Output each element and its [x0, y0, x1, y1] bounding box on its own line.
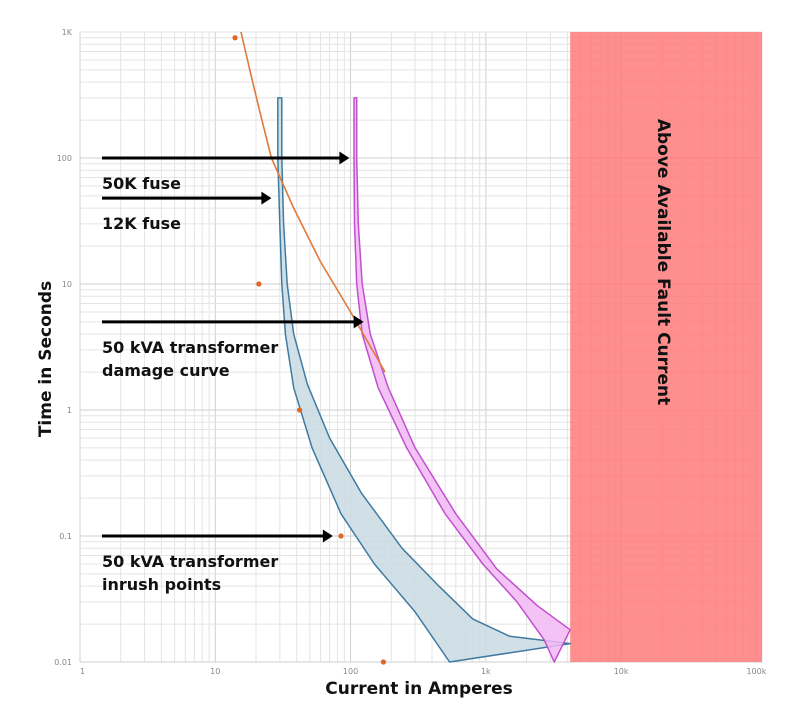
annotations: 50K fuse 12K fuse 50 kVA transformer damage…	[102, 151, 364, 594]
y-tick-label: 1K	[62, 28, 73, 37]
annotation-label: 50 kVA transformer	[102, 338, 278, 357]
fuse-12k-band	[277, 97, 571, 663]
y-tick-label: 10	[62, 280, 72, 289]
inrush-point	[338, 533, 344, 539]
inrush-point	[232, 35, 238, 41]
annotation-arrow-head	[261, 191, 272, 205]
y-tick-label: 0.1	[59, 532, 72, 541]
fuse-50k-band	[353, 97, 571, 663]
y-axis-title: Time in Seconds	[36, 281, 56, 437]
x-axis-title: Current in Amperes	[325, 679, 512, 699]
x-tick-label: 10k	[614, 667, 629, 676]
inrush-point	[256, 281, 262, 287]
fault-region-label: Above Available Fault Current	[653, 119, 673, 405]
y-tick-label: 100	[57, 154, 72, 163]
annotation-arrow-head	[339, 151, 350, 165]
inrush-point	[296, 407, 303, 413]
x-tick-label: 100k	[746, 667, 766, 676]
annotation-label: 50 kVA transformer	[102, 552, 278, 571]
y-tick-label: 0.01	[54, 658, 72, 667]
annotation-arrow-head	[353, 315, 364, 329]
x-tick-label: 1k	[481, 667, 491, 676]
inrush-point	[380, 659, 387, 665]
damage-curve-line	[240, 31, 386, 373]
annotation-arrow-head	[322, 529, 333, 543]
x-tick-label: 10	[210, 667, 220, 676]
fault-region-layer: Above Available Fault Current	[570, 32, 762, 662]
annotation-label: damage curve	[102, 361, 230, 380]
x-tick-label: 1	[80, 667, 85, 676]
fault-current-region	[570, 32, 762, 662]
y-tick-label: 1	[67, 406, 72, 415]
annotation-label: 12K fuse	[102, 214, 181, 233]
annotation-label: inrush points	[102, 575, 221, 594]
tick-labels: 1 10 100 1k 10k 100k 0.01 0.1 1 10 100 1K	[54, 28, 767, 676]
x-tick-label: 100	[343, 667, 358, 676]
series-layer	[232, 31, 571, 665]
annotation-label: 50K fuse	[102, 174, 181, 193]
